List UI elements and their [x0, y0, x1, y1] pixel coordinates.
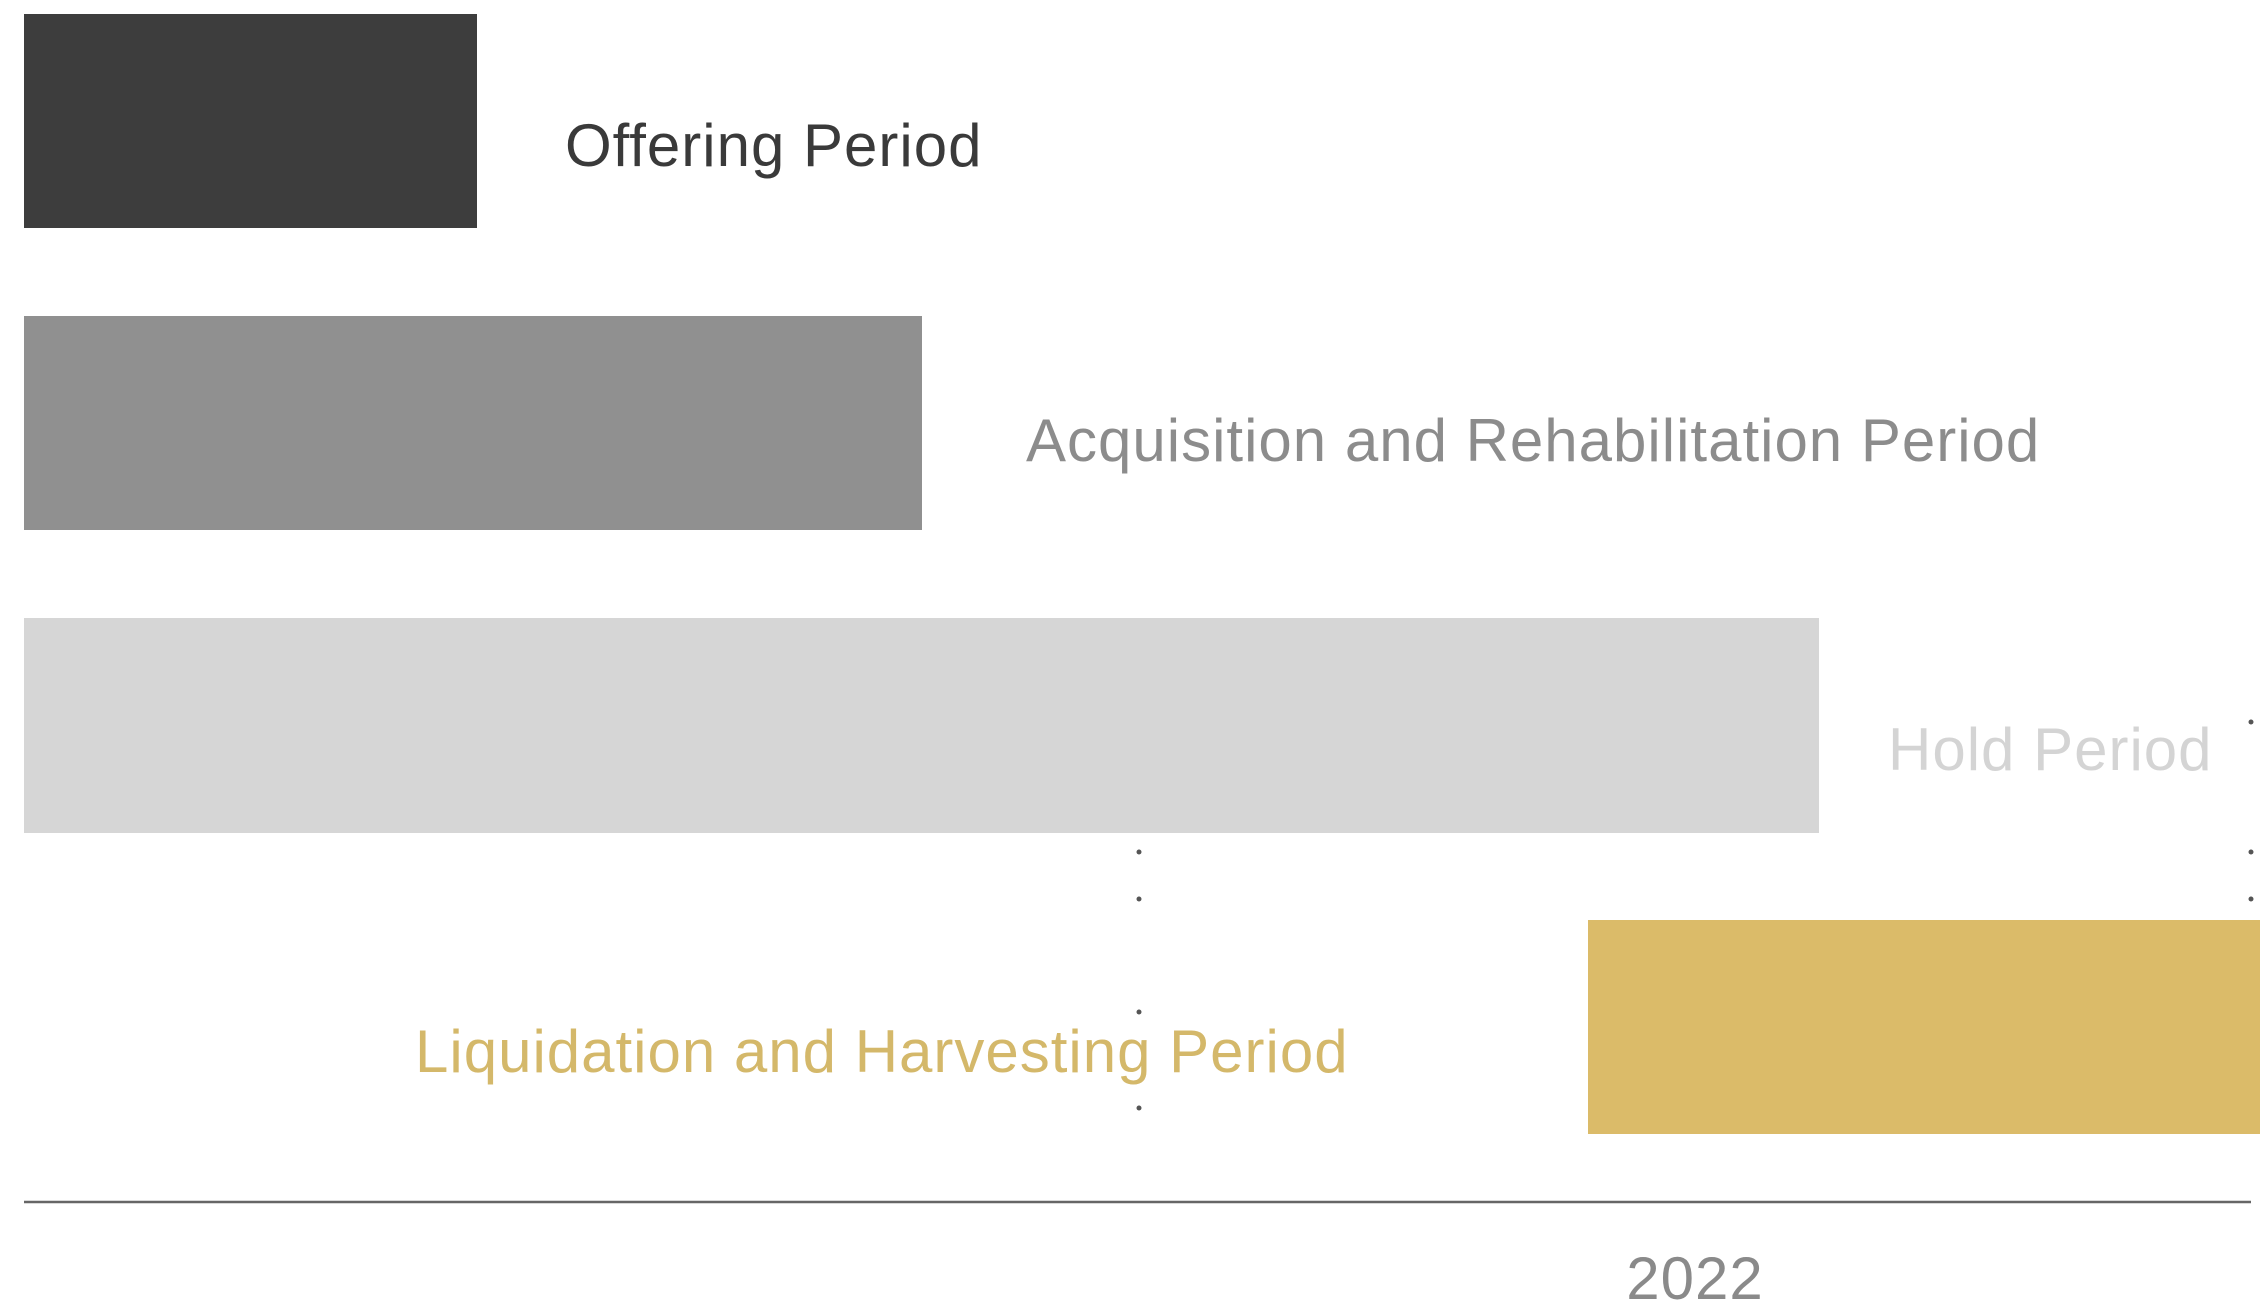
acquisition-bar	[24, 316, 922, 530]
guide-dot	[1136, 849, 1142, 855]
guide-dot	[1136, 896, 1142, 902]
guide-dot	[2248, 849, 2254, 855]
offering-label: Offering Period	[565, 112, 982, 179]
hold-label: Hold Period	[1888, 716, 2213, 783]
guide-dot	[2248, 896, 2254, 902]
guide-dot	[1136, 1009, 1142, 1015]
acquisition-label: Acquisition and Rehabilitation Period	[1026, 407, 2040, 474]
offering-bar	[24, 14, 477, 228]
axis-label: 2022	[1626, 1245, 1763, 1311]
guide-dot	[2248, 719, 2254, 725]
liquidation-bar	[1588, 920, 2260, 1134]
dotted-guides	[1136, 719, 2254, 1111]
liquidation-label: Liquidation and Harvesting Period	[415, 1018, 1349, 1085]
hold-bar	[24, 618, 1819, 833]
guide-dot	[1136, 1105, 1142, 1111]
